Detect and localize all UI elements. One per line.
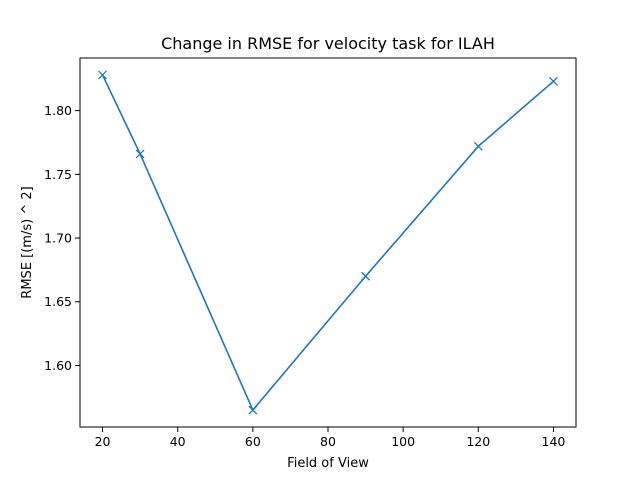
x-tick-label: 80 bbox=[320, 434, 336, 449]
series-layer bbox=[98, 70, 558, 415]
x-tick-label: 140 bbox=[542, 434, 566, 449]
x-axis-ticks: 20 40 60 80 100 120 140 bbox=[95, 427, 566, 449]
data-point-marker bbox=[248, 405, 258, 415]
axes-frame bbox=[79, 57, 577, 428]
x-tick-label: 100 bbox=[391, 434, 415, 449]
y-tick-label: 1.65 bbox=[44, 294, 72, 309]
x-tick-label: 120 bbox=[466, 434, 490, 449]
data-point-marker bbox=[361, 271, 371, 281]
plot-area: 20 40 60 80 100 120 140 1.60 1.65 1.70 1.75 1.80 bbox=[44, 57, 577, 449]
y-tick-label: 1.70 bbox=[44, 231, 72, 246]
y-tick-label: 1.60 bbox=[44, 358, 72, 373]
data-point-marker bbox=[473, 141, 483, 151]
y-tick-label: 1.80 bbox=[44, 103, 72, 118]
chart-title: Change in RMSE for velocity task for ILA… bbox=[161, 34, 495, 53]
data-point-marker bbox=[98, 70, 108, 80]
data-point-marker bbox=[135, 149, 145, 159]
data-point-marker bbox=[548, 76, 558, 86]
x-tick-label: 40 bbox=[170, 434, 186, 449]
x-tick-label: 60 bbox=[245, 434, 261, 449]
series-line bbox=[101, 74, 554, 412]
y-axis-label: RMSE [(m/s) ^ 2] bbox=[20, 186, 35, 298]
x-axis-label: Field of View bbox=[287, 456, 369, 471]
x-tick-label: 20 bbox=[95, 434, 111, 449]
y-tick-label: 1.75 bbox=[44, 167, 72, 182]
y-axis-ticks: 1.60 1.65 1.70 1.75 1.80 bbox=[44, 103, 80, 373]
